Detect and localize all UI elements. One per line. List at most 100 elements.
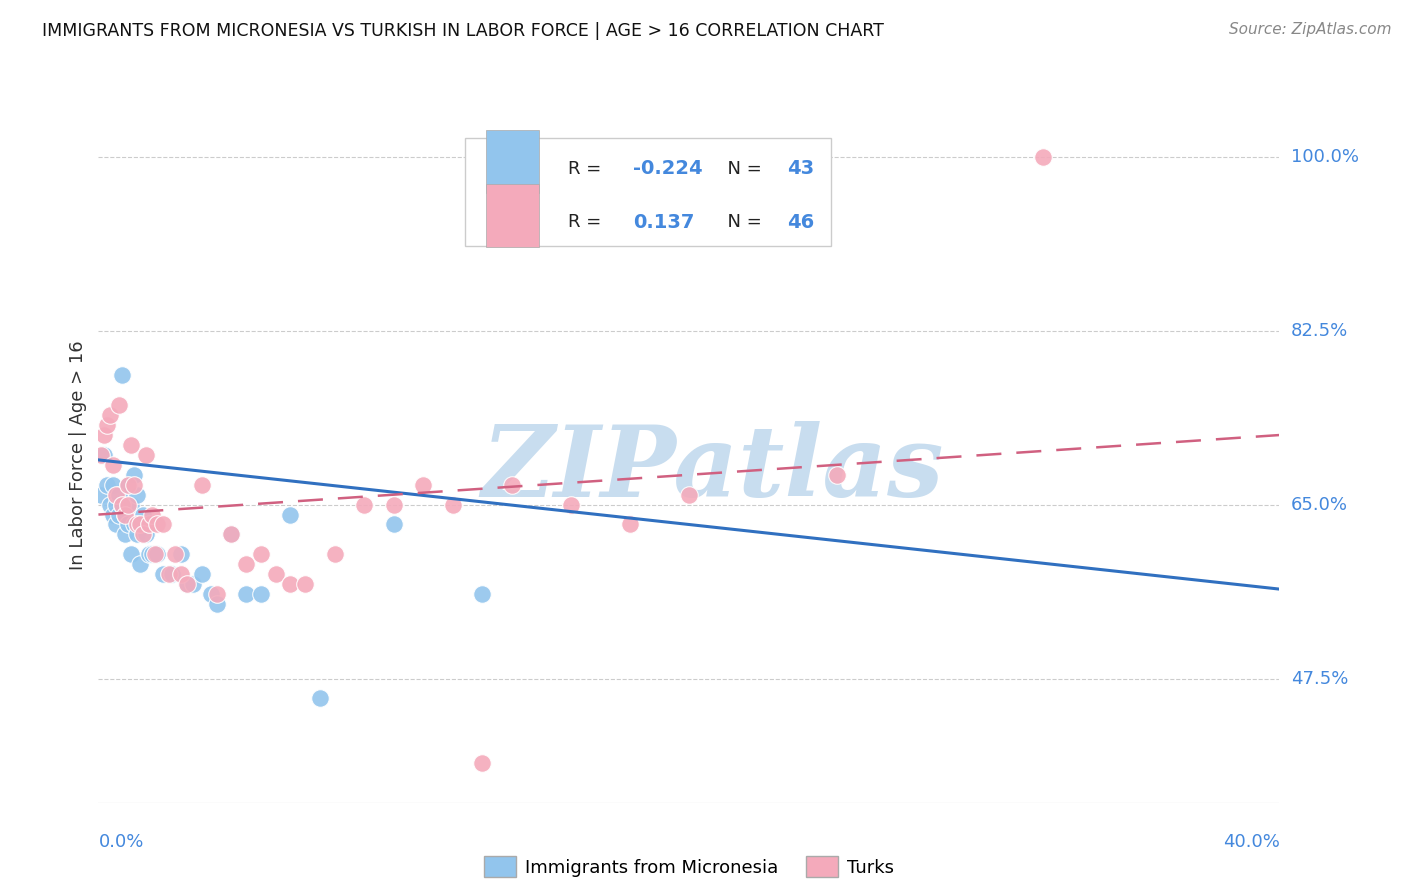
Point xyxy=(219,527,242,541)
Point xyxy=(501,477,523,491)
Point xyxy=(111,368,134,383)
Point xyxy=(98,498,121,512)
Point xyxy=(120,438,142,452)
Point xyxy=(114,527,136,541)
Text: ZIPatlas: ZIPatlas xyxy=(481,421,943,517)
Text: N =: N = xyxy=(716,213,768,231)
Point xyxy=(471,587,494,601)
Text: 0.0%: 0.0% xyxy=(98,833,143,851)
Point xyxy=(162,567,183,582)
Point xyxy=(96,418,118,433)
Point xyxy=(125,527,148,541)
Point xyxy=(98,408,121,422)
Point xyxy=(278,577,302,591)
Point xyxy=(235,587,257,601)
Legend: Immigrants from Micronesia, Turks: Immigrants from Micronesia, Turks xyxy=(477,849,901,884)
Point xyxy=(205,597,228,611)
Text: 40.0%: 40.0% xyxy=(1223,833,1279,851)
Point xyxy=(323,547,346,561)
Point xyxy=(152,517,174,532)
Point xyxy=(135,527,157,541)
Point xyxy=(200,587,222,601)
Point xyxy=(122,477,145,491)
Point xyxy=(235,558,257,572)
Point xyxy=(471,756,494,770)
Point xyxy=(93,448,115,462)
Text: 82.5%: 82.5% xyxy=(1291,322,1348,340)
Point xyxy=(146,517,169,532)
Point xyxy=(105,517,128,532)
Point xyxy=(138,517,160,532)
Point xyxy=(135,448,157,462)
Point xyxy=(125,488,148,502)
Point xyxy=(382,517,405,532)
Point xyxy=(103,458,125,472)
Point xyxy=(309,691,332,706)
Point xyxy=(157,567,180,582)
Point xyxy=(114,508,136,522)
FancyBboxPatch shape xyxy=(464,138,831,246)
Point xyxy=(412,477,434,491)
Point xyxy=(191,477,214,491)
Point xyxy=(146,547,169,561)
Text: Source: ZipAtlas.com: Source: ZipAtlas.com xyxy=(1229,22,1392,37)
Text: R =: R = xyxy=(568,213,613,231)
Point xyxy=(278,508,302,522)
Point xyxy=(132,527,155,541)
Text: 0.137: 0.137 xyxy=(634,213,695,232)
Point xyxy=(120,547,142,561)
Point xyxy=(117,477,139,491)
Text: IMMIGRANTS FROM MICRONESIA VS TURKISH IN LABOR FORCE | AGE > 16 CORRELATION CHAR: IMMIGRANTS FROM MICRONESIA VS TURKISH IN… xyxy=(42,22,884,40)
Text: 100.0%: 100.0% xyxy=(1291,148,1358,166)
FancyBboxPatch shape xyxy=(486,185,538,247)
Point xyxy=(111,498,134,512)
Point xyxy=(441,498,464,512)
Point xyxy=(1032,150,1054,164)
Point xyxy=(205,587,228,601)
Point xyxy=(105,488,128,502)
Point xyxy=(117,477,139,491)
Point xyxy=(191,567,214,582)
Point xyxy=(176,577,198,591)
Point xyxy=(90,448,112,462)
Point xyxy=(141,547,163,561)
Point xyxy=(122,467,145,482)
Point xyxy=(117,517,139,532)
Point xyxy=(117,498,139,512)
Point xyxy=(90,488,112,502)
Point xyxy=(128,517,150,532)
Text: 65.0%: 65.0% xyxy=(1291,496,1347,514)
Point xyxy=(250,547,273,561)
Point xyxy=(114,508,136,522)
Point xyxy=(108,488,131,502)
Point xyxy=(250,587,273,601)
Point xyxy=(108,508,131,522)
Point xyxy=(105,498,128,512)
Point xyxy=(560,498,582,512)
Point xyxy=(108,398,131,412)
Point xyxy=(678,488,700,502)
Point xyxy=(176,577,198,591)
Point xyxy=(122,517,145,532)
Point xyxy=(170,547,193,561)
Text: -0.224: -0.224 xyxy=(634,159,703,178)
Point xyxy=(353,498,375,512)
Text: 46: 46 xyxy=(787,213,814,232)
Point xyxy=(128,558,150,572)
Text: 47.5%: 47.5% xyxy=(1291,670,1348,688)
Text: N =: N = xyxy=(716,160,768,178)
Point xyxy=(219,527,242,541)
Point xyxy=(103,477,125,491)
Point xyxy=(103,508,125,522)
Point xyxy=(111,498,134,512)
Point xyxy=(120,498,142,512)
Point xyxy=(152,567,174,582)
Point xyxy=(181,577,204,591)
Point xyxy=(143,547,166,561)
Point xyxy=(825,467,848,482)
Point xyxy=(141,508,163,522)
Text: R =: R = xyxy=(568,160,607,178)
FancyBboxPatch shape xyxy=(486,130,538,193)
Point xyxy=(382,498,405,512)
Point xyxy=(96,477,118,491)
